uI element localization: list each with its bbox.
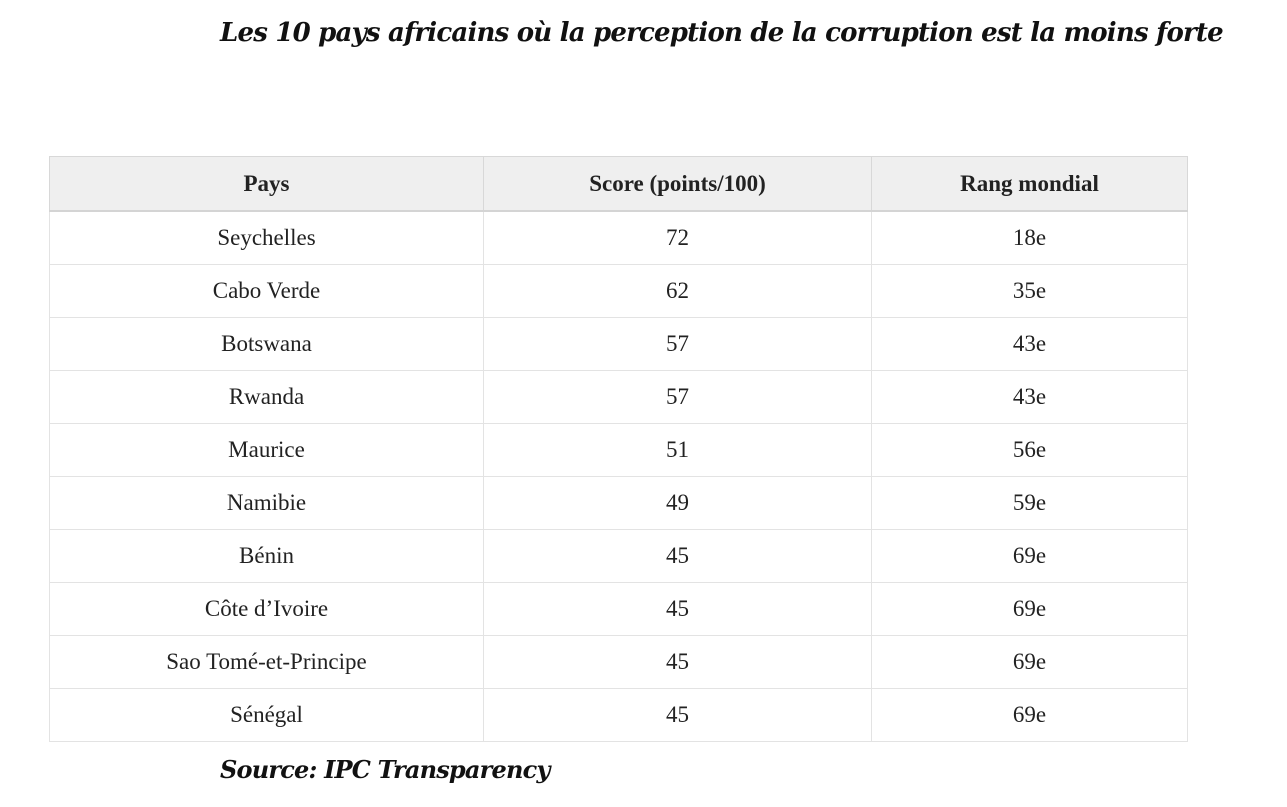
ranking-table: Pays Score (points/100) Rang mondial Sey… [49,156,1188,742]
source-caption: Source: IPC Transparency [220,755,550,784]
table-row: Bénin 45 69e [49,529,1188,583]
country-cell: Côte d’Ivoire [49,582,484,636]
rank-cell: 69e [871,582,1188,636]
country-cell: Sénégal [49,688,484,742]
score-cell: 57 [483,370,872,424]
country-cell: Cabo Verde [49,264,484,318]
table-header-row: Pays Score (points/100) Rang mondial [49,156,1188,212]
rank-cell: 18e [871,210,1188,265]
score-cell: 45 [483,635,872,689]
table-row: Rwanda 57 43e [49,370,1188,424]
score-cell: 72 [483,210,872,265]
score-cell: 51 [483,423,872,477]
country-cell: Maurice [49,423,484,477]
page-title: Les 10 pays africains où la perception d… [220,18,1224,48]
header-country: Pays [49,156,484,212]
table-row: Côte d’Ivoire 45 69e [49,582,1188,636]
score-cell: 45 [483,529,872,583]
score-cell: 62 [483,264,872,318]
table-row: Botswana 57 43e [49,317,1188,371]
rank-cell: 69e [871,688,1188,742]
rank-cell: 56e [871,423,1188,477]
country-cell: Seychelles [49,210,484,265]
table-row: Sénégal 45 69e [49,688,1188,742]
header-world-rank: Rang mondial [871,156,1188,212]
table-row: Maurice 51 56e [49,423,1188,477]
rank-cell: 43e [871,370,1188,424]
rank-cell: 43e [871,317,1188,371]
country-cell: Botswana [49,317,484,371]
score-cell: 45 [483,688,872,742]
header-score: Score (points/100) [483,156,872,212]
table-row: Namibie 49 59e [49,476,1188,530]
rank-cell: 59e [871,476,1188,530]
country-cell: Rwanda [49,370,484,424]
table-row: Cabo Verde 62 35e [49,264,1188,318]
rank-cell: 69e [871,529,1188,583]
score-cell: 57 [483,317,872,371]
country-cell: Sao Tomé-et-Principe [49,635,484,689]
country-cell: Bénin [49,529,484,583]
country-cell: Namibie [49,476,484,530]
table-row: Seychelles 72 18e [49,210,1188,265]
rank-cell: 35e [871,264,1188,318]
rank-cell: 69e [871,635,1188,689]
score-cell: 45 [483,582,872,636]
table-row: Sao Tomé-et-Principe 45 69e [49,635,1188,689]
score-cell: 49 [483,476,872,530]
